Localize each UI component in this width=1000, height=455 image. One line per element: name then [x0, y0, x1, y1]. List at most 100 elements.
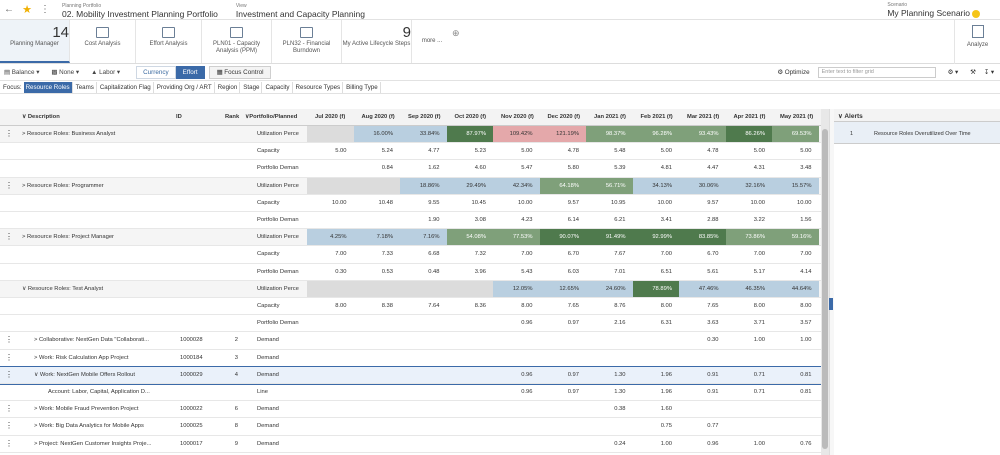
tile-lifecycle-steps[interactable]: 9 My Active Lifecycle Steps: [342, 20, 412, 63]
month-value-cell[interactable]: 4.60: [474, 165, 486, 172]
month-value-cell[interactable]: 0.96: [707, 440, 719, 447]
row-menu-icon[interactable]: ⋮: [5, 404, 13, 414]
balance-dropdown[interactable]: ▤ Balance ▾: [4, 68, 40, 76]
scrollbar-thumb[interactable]: [822, 129, 828, 449]
month-value-cell[interactable]: 33.84%: [400, 126, 447, 142]
month-value-cell[interactable]: 10.00: [657, 199, 672, 206]
row-menu-icon[interactable]: ⋮: [5, 421, 13, 431]
month-value-cell[interactable]: [354, 384, 401, 400]
month-value-cell[interactable]: [540, 418, 587, 434]
month-value-cell[interactable]: [307, 332, 354, 348]
table-row[interactable]: Capacity 10.00 10.48 9.55 10.45 10.00 9.57 10.9…: [0, 195, 821, 212]
month-value-cell[interactable]: 0.97: [567, 320, 579, 327]
month-value-cell[interactable]: 0.84: [381, 165, 393, 172]
month-value-cell[interactable]: 8.00: [335, 303, 347, 309]
month-value-cell[interactable]: [307, 367, 354, 383]
month-value-cell[interactable]: [307, 212, 354, 228]
month-value-cell[interactable]: 3.08: [474, 217, 486, 223]
month-value-cell[interactable]: [633, 350, 680, 366]
month-value-cell[interactable]: 5.00: [800, 148, 812, 155]
column-header-id[interactable]: ID: [176, 114, 182, 120]
month-value-cell[interactable]: 1.00: [753, 440, 765, 447]
focus-control-button[interactable]: ▦ Focus Control: [208, 65, 272, 79]
month-value-cell[interactable]: 1.62: [428, 165, 440, 172]
month-value-cell[interactable]: 96.28%: [632, 126, 679, 142]
month-value-cell[interactable]: [307, 126, 354, 142]
month-value-cell[interactable]: 78.89%: [632, 280, 679, 297]
month-value-cell[interactable]: [540, 332, 587, 348]
month-value-cell[interactable]: 8.00: [660, 303, 672, 309]
table-row[interactable]: Capacity 8.00 8.38 7.64 8.36 8.00 7.65 8.76 8.00…: [0, 298, 821, 316]
month-value-cell[interactable]: 4.78: [707, 148, 719, 155]
month-value-cell[interactable]: [493, 418, 540, 434]
month-value-cell[interactable]: [447, 332, 494, 348]
month-value-cell[interactable]: 0.96: [521, 371, 533, 378]
table-row[interactable]: ⋮ ∨ Work: NextGen Mobile Offers Rollout 10…: [0, 365, 821, 385]
month-value-cell[interactable]: [493, 401, 540, 417]
row-menu-icon[interactable]: ⋮: [5, 232, 13, 242]
month-value-cell[interactable]: [307, 177, 354, 194]
month-value-cell[interactable]: [400, 280, 447, 297]
month-value-cell[interactable]: [447, 315, 494, 331]
month-value-cell[interactable]: [447, 384, 494, 400]
month-value-cell[interactable]: [353, 280, 400, 297]
month-value-cell[interactable]: 1.90: [428, 217, 440, 223]
row-menu-icon[interactable]: ⋮: [5, 369, 13, 379]
focus-chip-providing-org[interactable]: Providing Org / ART: [155, 81, 215, 93]
column-header-month[interactable]: Sep 2020 (f): [408, 114, 441, 120]
focus-chip-teams[interactable]: Teams: [74, 81, 97, 93]
month-value-cell[interactable]: 16.00%: [353, 126, 400, 142]
month-value-cell[interactable]: [447, 436, 494, 452]
month-value-cell[interactable]: [307, 160, 354, 176]
month-value-cell[interactable]: 44.64%: [772, 280, 819, 297]
month-value-cell[interactable]: 4.78: [567, 148, 579, 155]
focus-chip-stage[interactable]: Stage: [241, 81, 263, 93]
month-value-cell[interactable]: 15.57%: [772, 177, 819, 194]
month-value-cell[interactable]: 6.21: [614, 217, 626, 223]
month-value-cell[interactable]: 5.00: [660, 148, 672, 155]
month-value-cell[interactable]: 5.17: [753, 268, 765, 275]
month-value-cell[interactable]: 24.60%: [586, 280, 633, 297]
month-value-cell[interactable]: [307, 350, 354, 366]
month-value-cell[interactable]: 98.37%: [586, 126, 633, 142]
table-row[interactable]: ∨ Resource Roles: Test Analyst Utilizatio…: [0, 280, 821, 298]
month-value-cell[interactable]: 47.46%: [679, 280, 726, 297]
column-header-month[interactable]: Oct 2020 (f): [454, 114, 487, 120]
focus-chip-resource-roles[interactable]: Resource Roles: [23, 81, 73, 93]
month-value-cell[interactable]: 0.75: [660, 423, 672, 430]
month-value-cell[interactable]: [354, 401, 401, 417]
back-arrow-icon[interactable]: ←: [4, 4, 14, 15]
column-header-month[interactable]: Nov 2020 (f): [501, 114, 534, 120]
collapse-alerts-handle[interactable]: [829, 298, 833, 310]
month-value-cell[interactable]: [679, 401, 726, 417]
column-header-rank[interactable]: Rank: [225, 114, 240, 120]
tile-capacity-analysis[interactable]: PLN01 - Capacity Analysis (PPM): [202, 20, 272, 63]
month-value-cell[interactable]: 3.63: [707, 320, 719, 327]
month-value-cell[interactable]: [447, 418, 494, 434]
month-value-cell[interactable]: 4.31: [753, 165, 765, 172]
month-value-cell[interactable]: [400, 384, 447, 400]
month-value-cell[interactable]: 10.00: [517, 199, 533, 206]
month-value-cell[interactable]: 3.48: [800, 165, 812, 172]
month-value-cell[interactable]: 4.81: [660, 165, 672, 172]
month-value-cell[interactable]: [772, 401, 819, 417]
favorite-star-icon[interactable]: ★: [22, 4, 32, 16]
month-value-cell[interactable]: [400, 418, 447, 434]
add-tile-icon[interactable]: ⊕: [452, 28, 460, 38]
month-value-cell[interactable]: 1.56: [800, 217, 812, 223]
month-value-cell[interactable]: 0.91: [707, 389, 719, 395]
month-value-cell[interactable]: 10.95: [610, 199, 626, 206]
month-value-cell[interactable]: [400, 367, 447, 383]
column-header-description[interactable]: ∨ Description: [22, 114, 60, 120]
wrench-icon[interactable]: ⚒: [970, 69, 976, 76]
month-value-cell[interactable]: 5.39: [614, 165, 626, 172]
month-value-cell[interactable]: 1.96: [660, 371, 672, 378]
month-value-cell[interactable]: [447, 367, 494, 383]
month-value-cell[interactable]: 0.97: [567, 371, 579, 378]
month-value-cell[interactable]: 0.96: [521, 389, 533, 395]
month-value-cell[interactable]: [540, 436, 587, 452]
month-value-cell[interactable]: 54.08%: [446, 229, 493, 246]
month-value-cell[interactable]: [493, 350, 540, 366]
month-value-cell[interactable]: 93.43%: [679, 126, 726, 142]
month-value-cell[interactable]: 5.24: [381, 148, 393, 155]
